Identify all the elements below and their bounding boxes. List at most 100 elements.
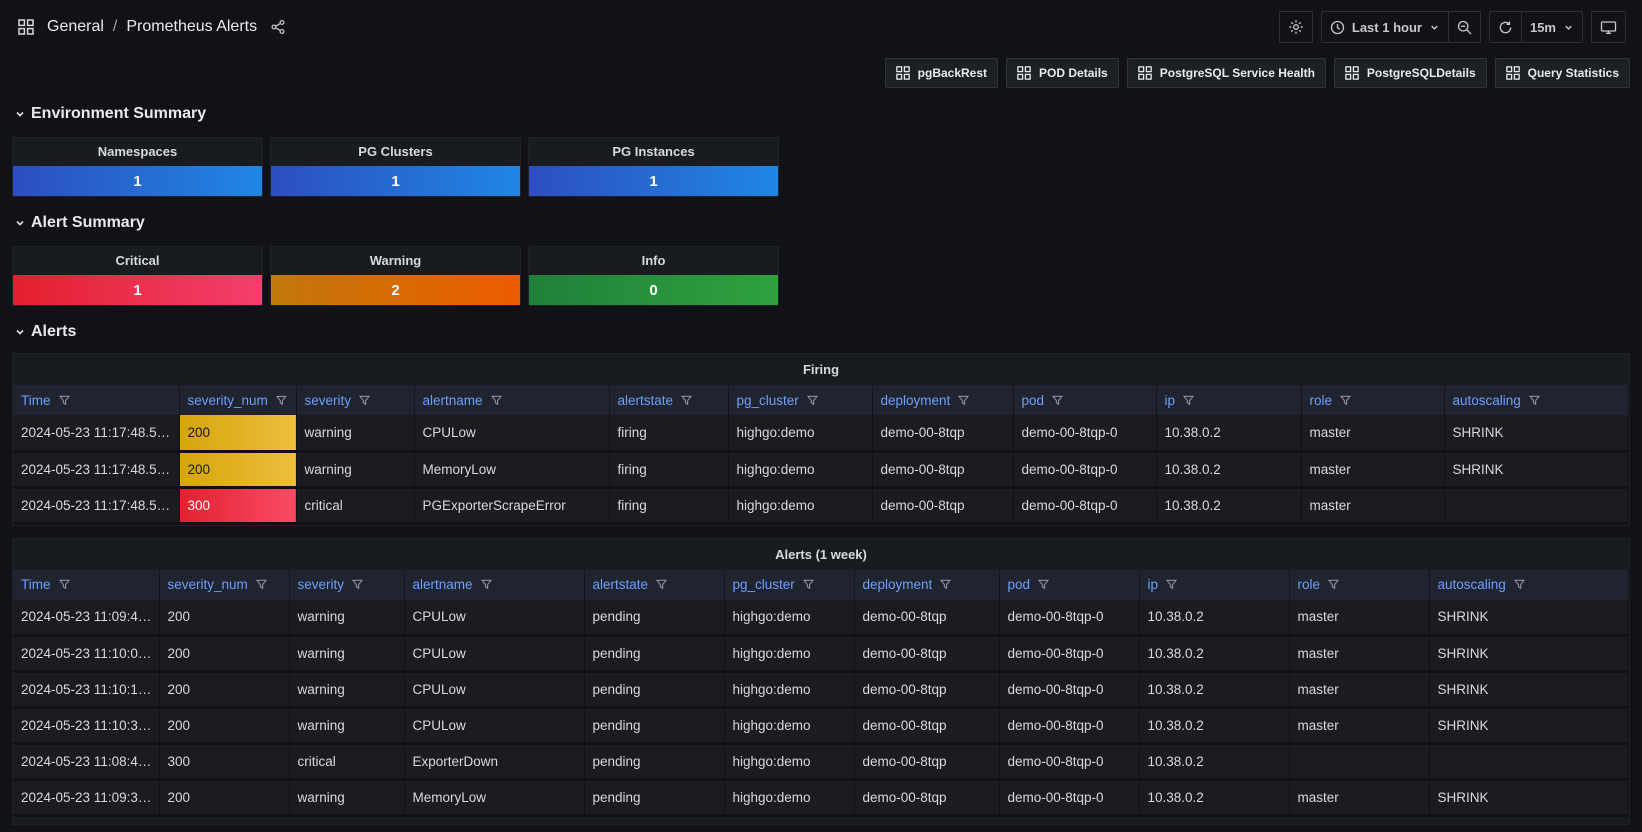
gear-icon (1289, 20, 1303, 34)
dashboard-links-row: pgBackRest POD Details PostgreSQL Servic… (0, 54, 1642, 88)
dashboard-link-postgresql-service-health[interactable]: PostgreSQL Service Health (1126, 58, 1326, 88)
column-label: pg_cluster (732, 577, 795, 592)
cell-deployment: demo-00-8tqp (872, 415, 1014, 453)
stat-panel-pg-instances: PG Instances 1 (528, 137, 779, 197)
filter-icon (1183, 395, 1194, 405)
cell-time: 2024-05-23 11:17:48.5… (13, 451, 180, 489)
column-header-ip[interactable]: ip (1156, 385, 1302, 415)
apps-grid-icon (895, 66, 910, 80)
cell-ip: 10.38.0.2 (1156, 415, 1302, 453)
cell-severity_num: 200 (179, 451, 297, 489)
cell-severity: warning (289, 599, 405, 637)
filter-icon (656, 579, 667, 590)
cell-severity: critical (289, 743, 405, 781)
filter-icon (1052, 395, 1063, 405)
column-header-deployment[interactable]: deployment (872, 385, 1014, 415)
dashboard-link-pgbackrest[interactable]: pgBackRest (884, 58, 999, 88)
cell-severity_num: 200 (159, 707, 290, 745)
column-header-severity[interactable]: severity (296, 385, 415, 415)
column-header-pod[interactable]: pod (999, 569, 1140, 600)
filter-icon (1340, 395, 1351, 405)
column-label: role (1297, 577, 1321, 592)
cell-severity_num: 300 (179, 487, 297, 525)
column-header-alertname[interactable]: alertname (404, 569, 585, 600)
stat-panel-title: Info (641, 253, 666, 268)
breadcrumb: General / Prometheus Alerts (47, 18, 257, 36)
zoom-out-time-button[interactable] (1447, 11, 1481, 43)
column-label: role (1309, 392, 1333, 408)
column-header-alertstate[interactable]: alertstate (609, 385, 729, 415)
stat-panel-value: 2 (271, 275, 520, 305)
dashboard-settings-button[interactable] (1278, 11, 1313, 43)
column-label: severity_num (187, 392, 268, 408)
table-row: 2024-05-23 11:09:4… 200 warning CPULow pendi… (13, 599, 1629, 637)
column-header-pod[interactable]: pod (1013, 385, 1157, 415)
column-header-time[interactable]: Time (13, 385, 180, 415)
column-header-pg-cluster[interactable]: pg_cluster (724, 569, 855, 600)
refresh-interval-picker[interactable]: 15m (1520, 11, 1583, 43)
alerts-table: Time severity_num severity alertname ale… (13, 385, 1629, 525)
cell-ip: 10.38.0.2 (1139, 671, 1290, 709)
cell-alertname: MemoryLow (404, 779, 585, 817)
column-header-role[interactable]: role (1289, 569, 1430, 600)
column-label: autoscaling (1452, 392, 1521, 408)
section-environment-summary[interactable]: Environment Summary (14, 105, 1628, 123)
filter-icon (803, 579, 814, 590)
column-header-alertstate[interactable]: alertstate (584, 569, 725, 600)
column-header-autoscaling[interactable]: autoscaling (1429, 569, 1629, 600)
column-label: pod (1007, 577, 1031, 592)
cell-role: master (1289, 707, 1430, 745)
dashboard-link-query-statistics[interactable]: Query Statistics (1494, 58, 1630, 88)
column-header-severity-num[interactable]: severity_num (159, 569, 290, 600)
dashboard-link-postgresqldetails[interactable]: PostgreSQLDetails (1333, 58, 1487, 88)
filter-icon (490, 395, 502, 405)
cell-severity_num: 300 (159, 743, 290, 781)
column-header-autoscaling[interactable]: autoscaling (1444, 385, 1629, 415)
column-label: deployment (862, 577, 933, 592)
section-alert-summary[interactable]: Alert Summary (14, 214, 1628, 232)
cell-time: 2024-05-23 11:10:0… (13, 635, 160, 673)
cell-severity: warning (296, 415, 415, 453)
column-header-role[interactable]: role (1301, 385, 1445, 415)
column-header-alertname[interactable]: alertname (414, 385, 610, 415)
cell-severity: critical (296, 487, 415, 525)
time-range-picker[interactable]: Last 1 hour (1320, 11, 1449, 43)
stat-panel-title: Warning (369, 253, 422, 268)
dashboard-link-pod-details[interactable]: POD Details (1006, 58, 1119, 88)
column-header-severity-num[interactable]: severity_num (179, 385, 297, 415)
kiosk-mode-button[interactable] (1591, 11, 1626, 43)
cell-autoscaling: SHRINK (1429, 635, 1629, 673)
cell-pod: demo-00-8tqp-0 (1013, 451, 1157, 489)
stat-panel-namespaces: Namespaces 1 (12, 137, 263, 197)
stat-panel-warning: Warning 2 (270, 246, 521, 306)
cell-deployment: demo-00-8tqp (872, 451, 1014, 489)
column-header-deployment[interactable]: deployment (854, 569, 1000, 600)
column-header-ip[interactable]: ip (1139, 569, 1290, 600)
table-row: 2024-05-23 11:10:3… 200 warning CPULow pendi… (13, 707, 1629, 745)
cell-pg_cluster: highgo:demo (724, 707, 855, 745)
table-row: 2024-05-23 11:17:48.5… 200 warning MemoryLo… (13, 451, 1629, 489)
clock-icon (1330, 20, 1345, 34)
cell-role: master (1289, 635, 1430, 673)
cell-severity: warning (289, 635, 405, 673)
cell-autoscaling: SHRINK (1429, 707, 1629, 745)
table-panel-firing: Firing Time severity_num severity alertna… (12, 353, 1630, 526)
cell-role: master (1301, 415, 1445, 453)
refresh-icon (1499, 21, 1512, 33)
breadcrumb-folder[interactable]: General (47, 18, 104, 35)
filter-icon (1529, 395, 1540, 405)
refresh-interval-label: 15m (1529, 19, 1556, 35)
share-button[interactable] (268, 17, 288, 37)
refresh-button[interactable] (1488, 11, 1522, 43)
column-header-time[interactable]: Time (13, 569, 160, 600)
chevron-down-icon (1431, 25, 1438, 30)
cell-pg_cluster: highgo:demo (724, 671, 855, 709)
alerts-table: Time severity_num severity alertname ale… (13, 569, 1629, 817)
table-row: 2024-05-23 11:17:48.5… 300 critical PGExpor… (13, 487, 1629, 525)
column-label: ip (1164, 392, 1176, 408)
share-icon (271, 19, 285, 35)
stat-panel-pg-clusters: PG Clusters 1 (270, 137, 521, 197)
column-header-pg-cluster[interactable]: pg_cluster (728, 385, 873, 415)
section-alerts[interactable]: Alerts (14, 323, 1628, 341)
column-header-severity[interactable]: severity (289, 569, 405, 600)
